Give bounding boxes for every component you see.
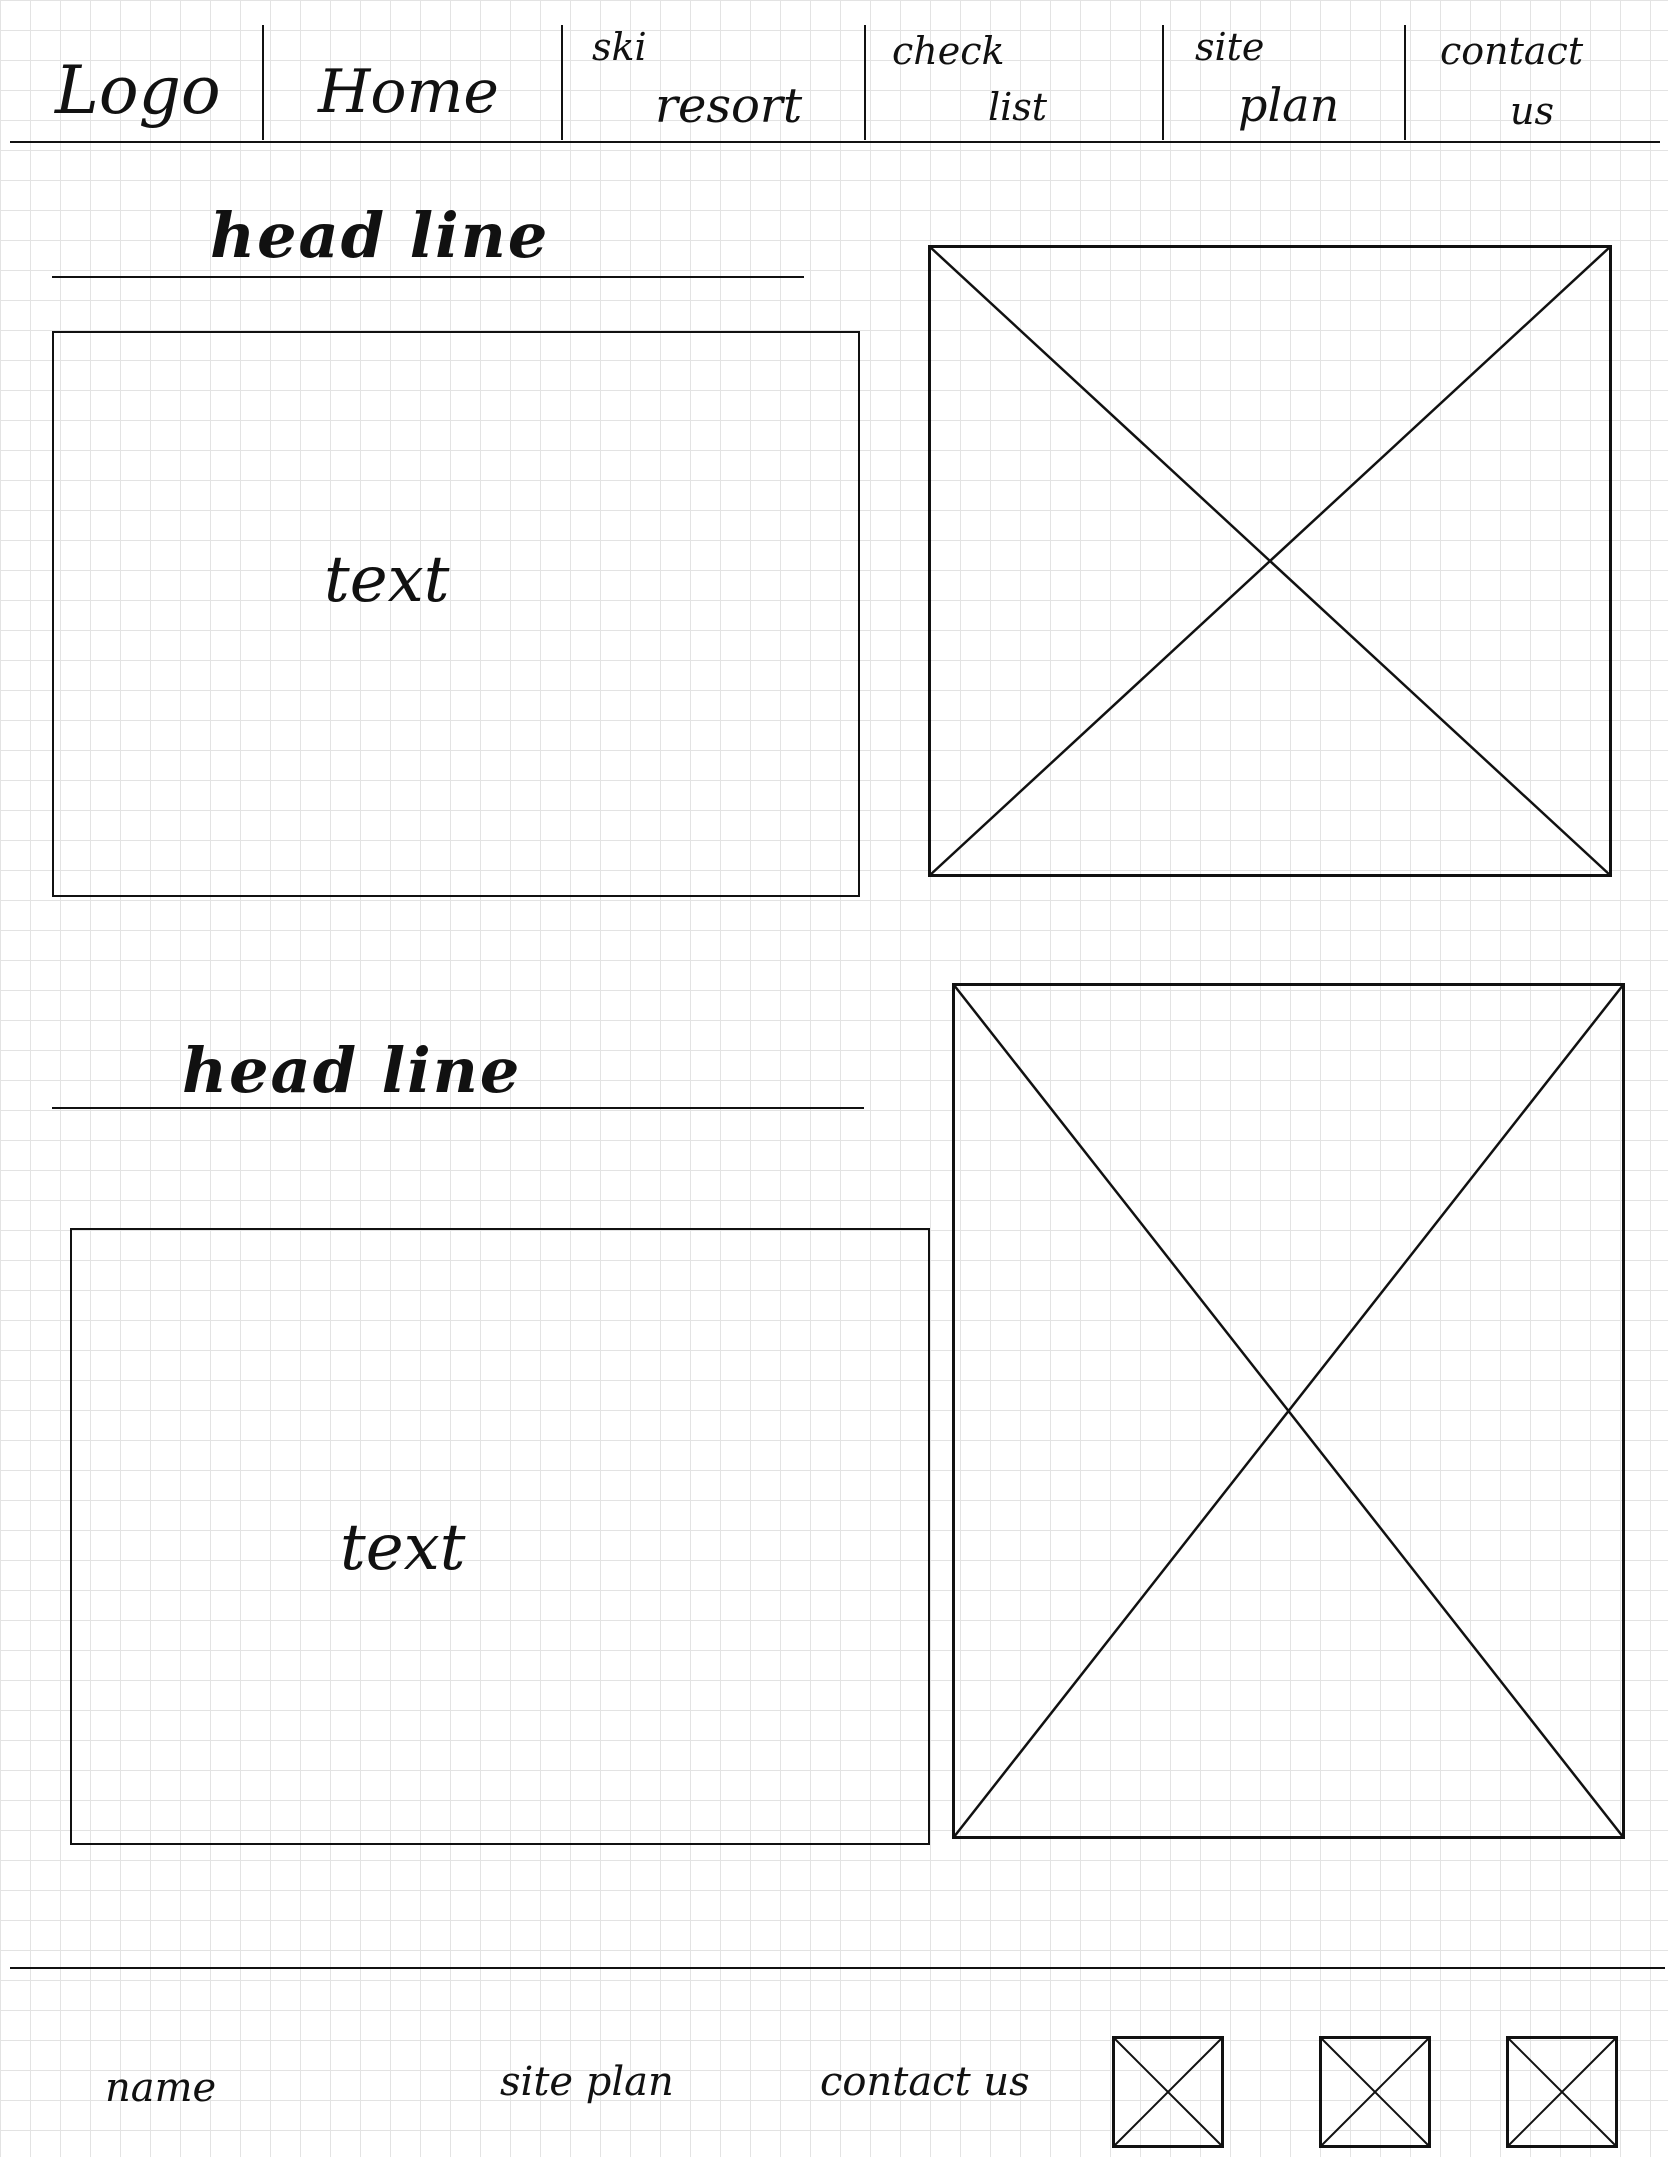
social-icon[interactable] bbox=[1506, 2036, 1618, 2148]
text-block: text bbox=[52, 331, 860, 897]
nav-label-line2: resort bbox=[655, 78, 803, 134]
nav-divider bbox=[561, 25, 563, 140]
headline-underline bbox=[52, 276, 804, 278]
nav-label-line1: contact bbox=[1440, 29, 1584, 73]
nav-divider bbox=[262, 25, 264, 140]
nav-divider bbox=[1162, 25, 1164, 140]
footer-contact-us-link[interactable]: contact us bbox=[820, 2059, 1030, 2105]
headline-underline bbox=[52, 1107, 864, 1109]
logo[interactable]: Logo bbox=[55, 52, 221, 129]
nav-label-line2: plan bbox=[1238, 78, 1340, 132]
footer-name: name bbox=[105, 2065, 217, 2111]
nav-home-link[interactable]: Home bbox=[318, 57, 499, 127]
nav-label-line2: us bbox=[1510, 89, 1554, 133]
nav-label-line1: ski bbox=[592, 25, 647, 69]
image-placeholder bbox=[952, 983, 1625, 1839]
footer-top-rule bbox=[10, 1967, 1665, 1969]
social-icon[interactable] bbox=[1319, 2036, 1431, 2148]
section-headline: head line bbox=[182, 1034, 522, 1107]
nav-label-line1: site bbox=[1195, 25, 1265, 69]
nav-label-line2: list bbox=[988, 85, 1048, 129]
social-icon[interactable] bbox=[1112, 2036, 1224, 2148]
section-headline: head line bbox=[210, 199, 550, 272]
nav-divider bbox=[1404, 25, 1406, 140]
header-bottom-rule bbox=[10, 141, 1660, 143]
nav-label-line1: check bbox=[892, 29, 1005, 73]
text-block: text bbox=[70, 1228, 930, 1845]
nav-divider bbox=[864, 25, 866, 140]
text-placeholder: text bbox=[324, 543, 450, 617]
image-placeholder bbox=[928, 245, 1612, 877]
footer-site-plan-link[interactable]: site plan bbox=[500, 2059, 674, 2105]
text-placeholder: text bbox=[340, 1511, 466, 1585]
